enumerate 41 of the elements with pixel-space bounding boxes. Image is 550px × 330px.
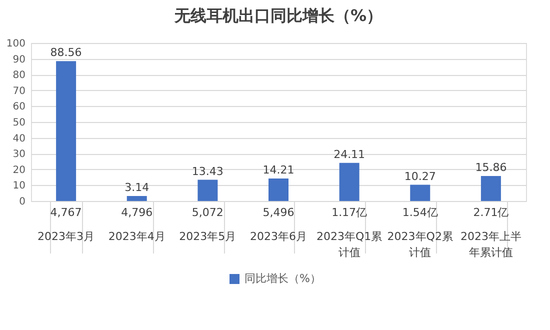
data-label: 3.14: [124, 181, 150, 194]
text: 4,796: [121, 206, 153, 219]
text: 5,072: [192, 206, 224, 219]
x-tick-label: 2023年上半年累计值: [460, 230, 522, 259]
data-label: 24.11: [334, 148, 366, 161]
bar: [56, 61, 76, 201]
y-tick-label: 40: [12, 133, 26, 144]
text: 1.54亿: [402, 206, 438, 219]
y-tick-label: 10: [12, 180, 26, 192]
data-label: 13.43: [192, 164, 224, 178]
y-tick-label: 90: [12, 54, 26, 66]
y-tick-label: 100: [6, 38, 26, 50]
bar: [126, 196, 147, 201]
chart-title: 无线耳机出口同比增长（%）: [173, 6, 383, 25]
x-tick-label: 2023年5月: [179, 230, 236, 243]
bar: [268, 178, 288, 201]
data-label: 88.56: [50, 46, 82, 60]
y-tick-label: 50: [12, 118, 26, 128]
bar: [410, 184, 430, 201]
x-tick-label: 2023年3月: [38, 230, 95, 243]
y-tick-label: 80: [12, 70, 26, 82]
bar: [198, 180, 218, 201]
bar: [480, 176, 501, 201]
x-tick-label: 2023年Q1累计值: [316, 230, 382, 259]
data-label: 14.21: [262, 164, 294, 177]
data-label: 15.86: [475, 160, 507, 174]
text: 1.17亿: [332, 206, 368, 219]
text: 5,496: [262, 206, 294, 219]
y-tick-label: 0: [19, 196, 26, 208]
y-tick-label: 60: [12, 102, 26, 113]
data-label: 10.27: [404, 170, 436, 183]
x-tick-label: 2023年4月: [108, 230, 166, 243]
y-tick-label: 70: [12, 86, 26, 97]
text: 4,767: [50, 206, 82, 219]
y-tick-label: 20: [12, 164, 26, 176]
x-tick-label: 2023年6月: [250, 230, 307, 243]
bar: [339, 162, 360, 201]
text: 2.71亿: [473, 206, 509, 219]
legend-label: 同比增长（%）: [244, 272, 321, 285]
y-tick-label: 30: [12, 149, 26, 160]
x-tick-label: 2023年Q2累计值: [387, 230, 453, 259]
